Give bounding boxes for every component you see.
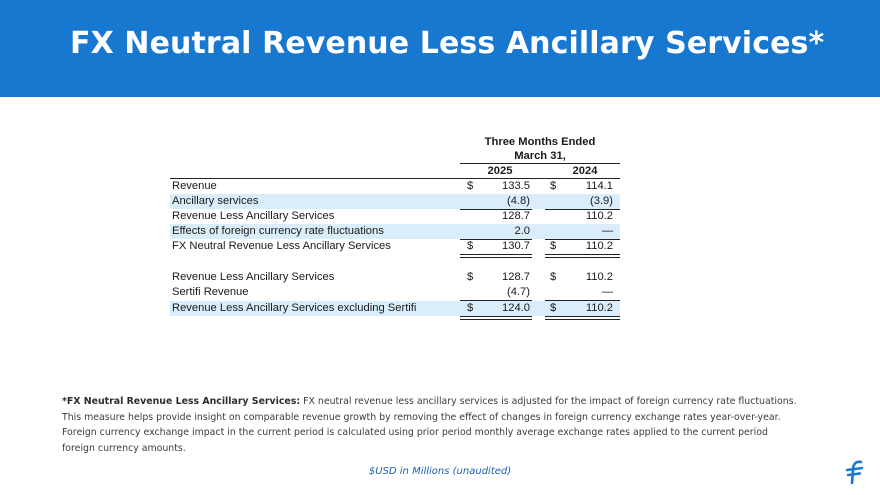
subtotal-rule-2024 (545, 239, 620, 240)
value-2024: — (601, 225, 613, 237)
value-2024: 110.2 (585, 240, 613, 252)
table-row-fx-effects: Effects of foreign currency rate fluctua… (170, 224, 620, 239)
table-row-revenue-less-ancillary: Revenue Less Ancillary Services 128.7 11… (170, 209, 620, 224)
subtotal-rule-2025 (460, 209, 532, 210)
total-double-rule-2025 (460, 254, 532, 258)
row-label: Revenue Less Ancillary Services (172, 210, 335, 222)
footnote-text: FX neutral revenue less ancillary servic… (62, 396, 797, 454)
currency-symbol: $ (550, 271, 557, 283)
footnote: *FX Neutral Revenue Less Ancillary Servi… (62, 394, 802, 456)
value-2025: 133.5 (502, 180, 530, 192)
total-double-rule-2025 (460, 316, 532, 320)
units-note: $USD in Millions (unaudited) (368, 466, 512, 477)
total-double-rule-2024 (545, 316, 620, 320)
period-header-line2: March 31, (514, 150, 566, 162)
value-2024: 110.2 (585, 210, 613, 222)
table-row-ancillary: Ancillary services (4.8) (3.9) (170, 194, 620, 209)
value-2024: 110.2 (585, 302, 613, 314)
currency-symbol: $ (550, 240, 557, 252)
row-label: Effects of foreign currency rate fluctua… (172, 225, 384, 237)
subtotal-rule-2025 (460, 300, 532, 301)
footnote-term: *FX Neutral Revenue Less Ancillary Servi… (62, 396, 301, 407)
value-2025: (4.7) (506, 286, 530, 298)
table-row-revenue: Revenue $ 133.5 $ 114.1 (170, 179, 620, 194)
subtotal-rule-2024 (545, 300, 620, 301)
value-2025: 2.0 (514, 225, 530, 237)
table-row-fx-neutral-total: FX Neutral Revenue Less Ancillary Servic… (170, 239, 620, 254)
table-row-sertifi-revenue: Sertifi Revenue (4.7) — (170, 285, 620, 300)
column-header-rule (170, 178, 620, 179)
row-label: Ancillary services (172, 195, 259, 207)
period-header-line1: Three Months Ended (484, 136, 596, 148)
page-title: FX Neutral Revenue Less Ancillary Servic… (70, 26, 825, 61)
header-banner: FX Neutral Revenue Less Ancillary Servic… (0, 0, 880, 97)
row-label: Revenue Less Ancillary Services (172, 271, 335, 283)
row-label: Sertifi Revenue (172, 286, 249, 298)
year-header-2024: 2024 (572, 165, 598, 177)
currency-symbol: $ (467, 180, 474, 192)
period-header-rule (460, 163, 620, 164)
flywire-logo-icon (845, 460, 864, 485)
year-header-2025: 2025 (487, 165, 513, 177)
currency-symbol: $ (467, 240, 474, 252)
value-2024: — (601, 286, 613, 298)
currency-symbol: $ (467, 302, 474, 314)
value-2024: 110.2 (585, 271, 613, 283)
value-2024: 114.1 (585, 180, 613, 192)
table-row-revenue-less-ancillary-2: Revenue Less Ancillary Services $ 128.7 … (170, 270, 620, 285)
row-label: FX Neutral Revenue Less Ancillary Servic… (172, 240, 391, 252)
currency-symbol: $ (550, 302, 557, 314)
row-label: Revenue (172, 180, 217, 192)
table-row-excluding-sertifi-total: Revenue Less Ancillary Services excludin… (170, 301, 620, 316)
row-label: Revenue Less Ancillary Services excludin… (172, 302, 417, 314)
subtotal-rule-2024 (545, 209, 620, 210)
currency-symbol: $ (550, 180, 557, 192)
subtotal-rule-2025 (460, 239, 532, 240)
currency-symbol: $ (467, 271, 474, 283)
value-2024: (3.9) (589, 195, 613, 207)
value-2025: 128.7 (502, 271, 530, 283)
total-double-rule-2024 (545, 254, 620, 258)
value-2025: 128.7 (502, 210, 530, 222)
value-2025: 130.7 (502, 240, 530, 252)
value-2025: (4.8) (506, 195, 530, 207)
value-2025: 124.0 (502, 302, 530, 314)
